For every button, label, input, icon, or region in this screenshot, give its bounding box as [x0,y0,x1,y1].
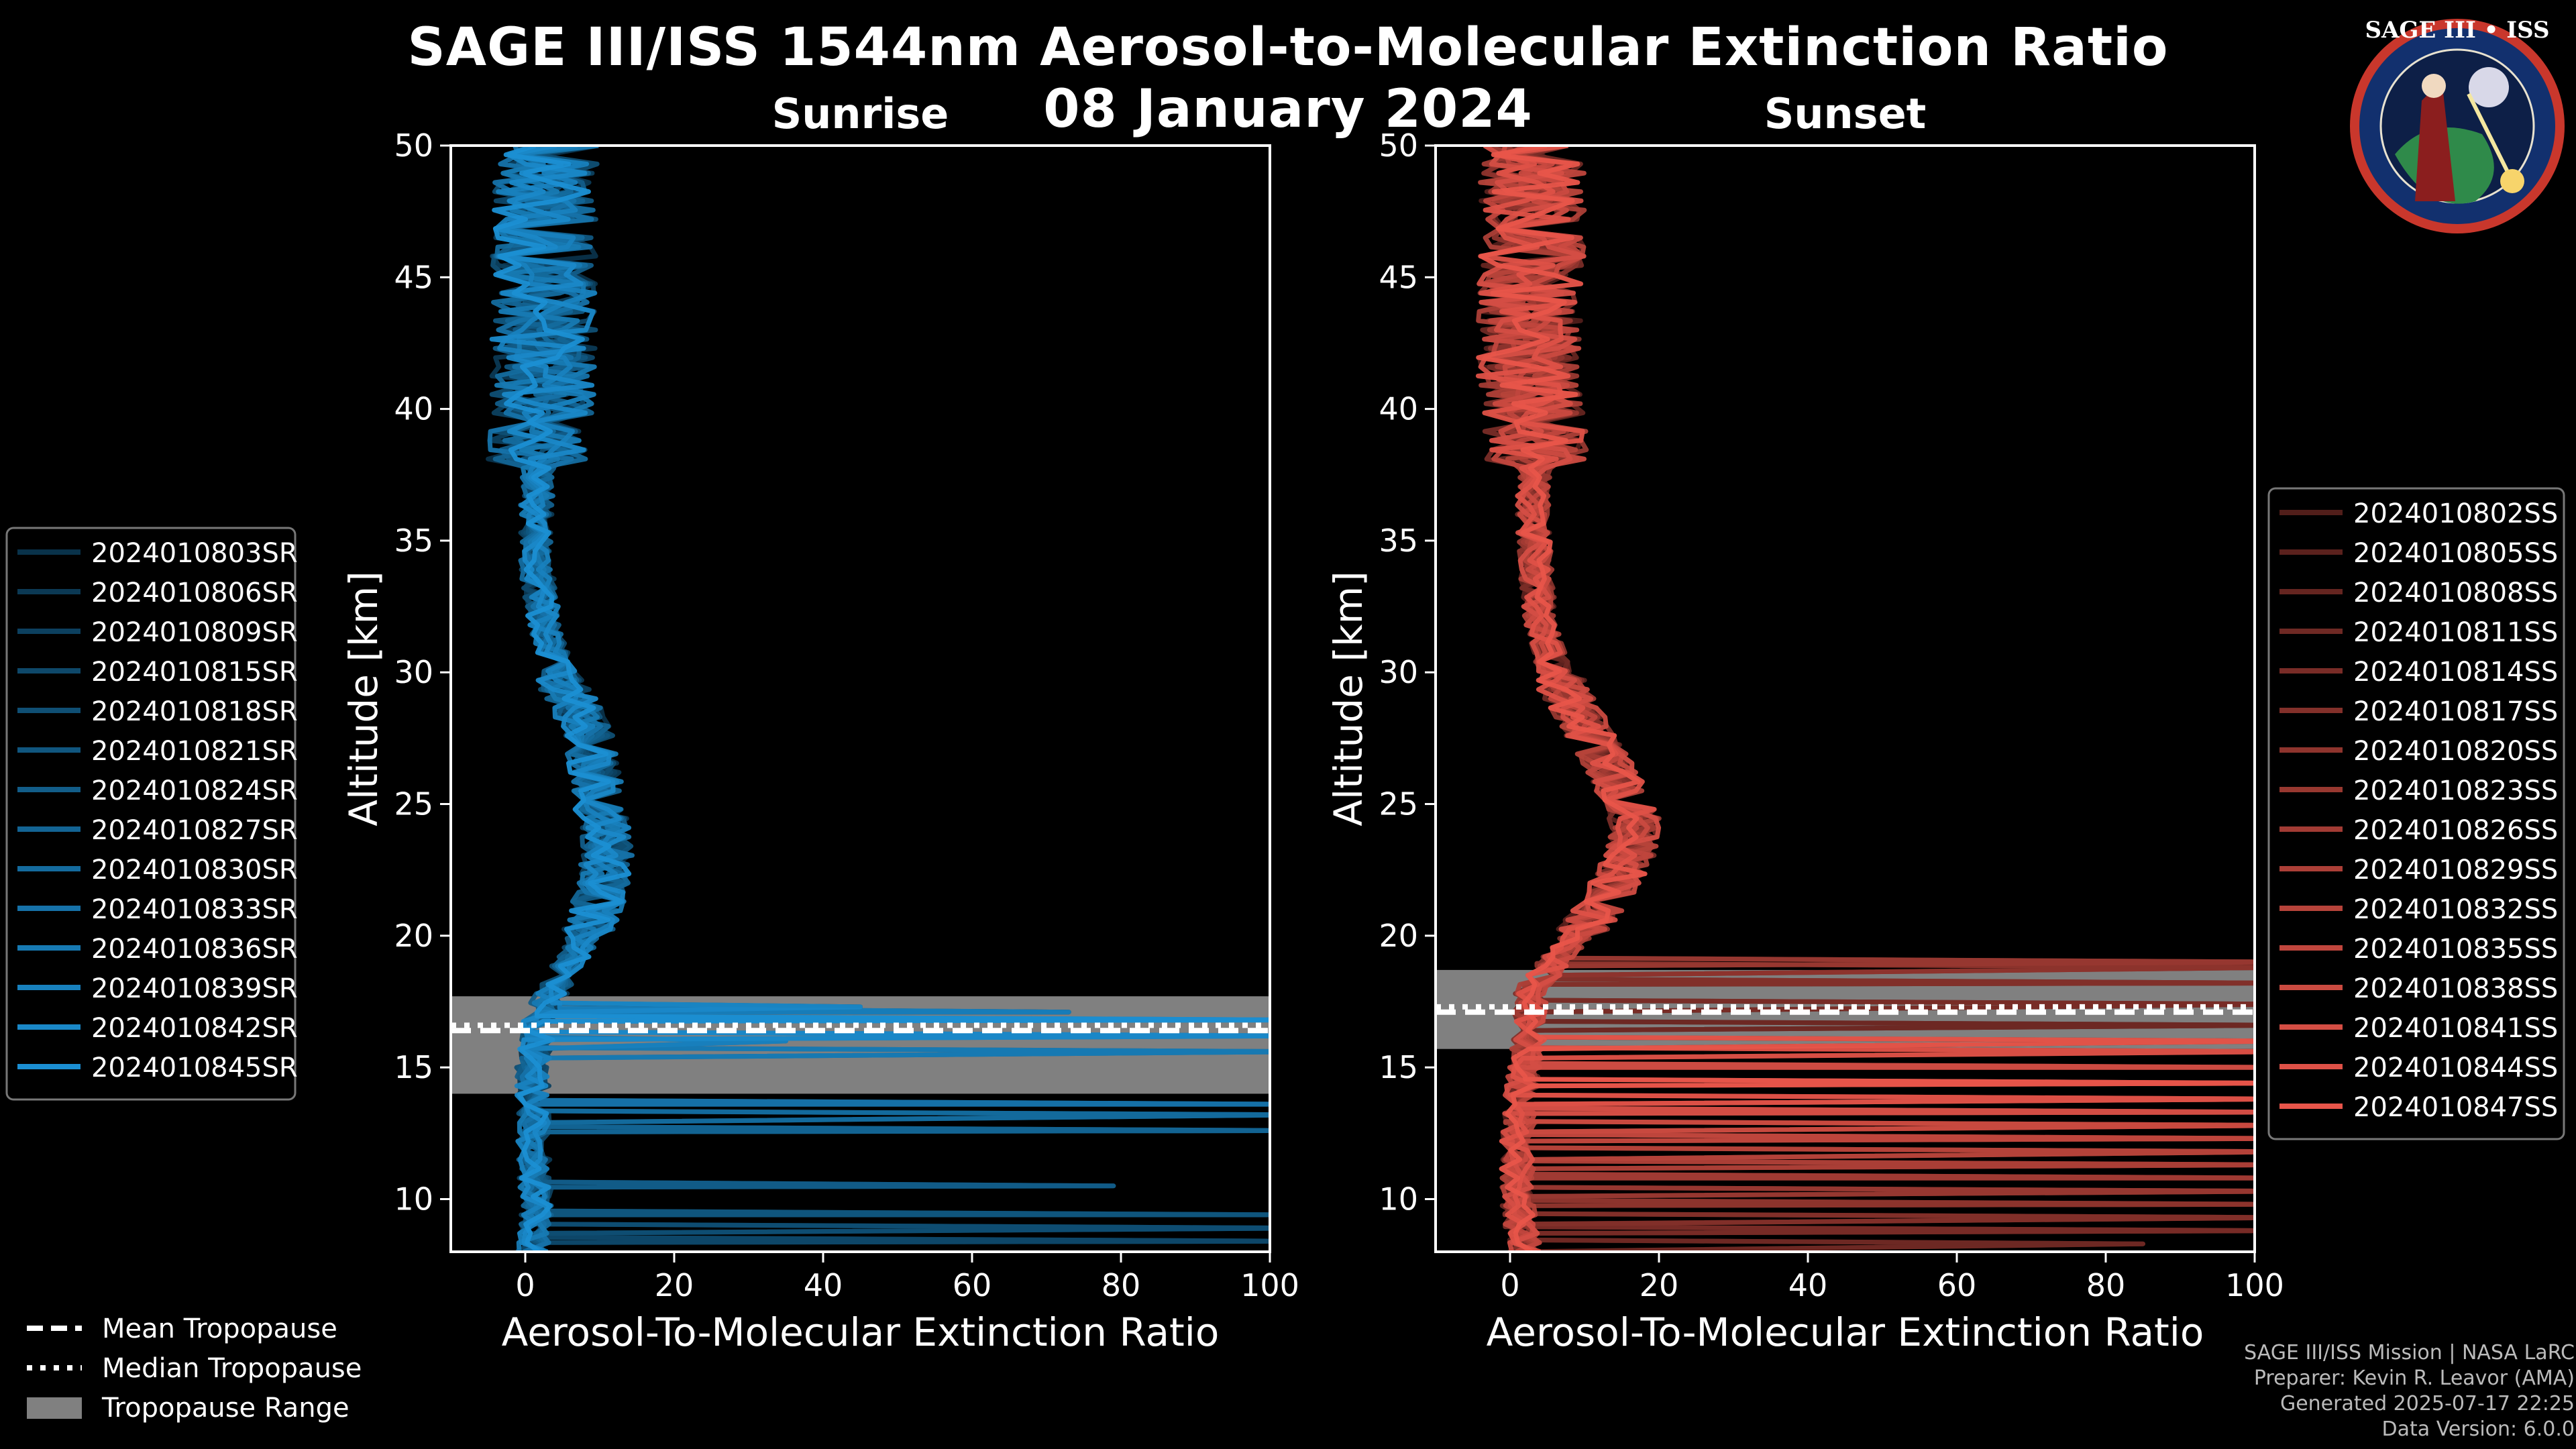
series-line-2024010844SS [1475,146,2255,1252]
sage-iii-iss-mission-patch-icon: SAGE III • ISS [2350,17,2565,233]
legend-label: 2024010833SR [91,894,298,925]
legend-label: 2024010817SS [2353,696,2558,727]
x-tick-label: 60 [953,1267,992,1303]
legend-label: 2024010829SS [2353,855,2558,885]
sunset-legend [2267,487,2565,1140]
legend-label: 2024010818SR [91,696,298,727]
credit-block: SAGE III/ISS Mission | NASA LaRC Prepare… [2244,1340,2575,1442]
y-tick-label: 40 [1379,391,1418,427]
legend-label: 2024010815SR [91,657,298,688]
legend-label: 2024010814SS [2353,657,2558,688]
y-tick-label: 25 [394,786,433,822]
legend-label: 2024010802SS [2353,498,2558,529]
y-tick-label: 10 [394,1181,433,1217]
y-tick-label: 30 [1379,654,1418,690]
figure-date: 08 January 2024 [1043,79,1533,140]
y-tick-label: 40 [394,391,433,427]
x-tick-label: 20 [1640,1267,1679,1303]
legend-label: 2024010809SR [91,617,298,648]
series-line-2024010842SR [489,146,1270,1252]
legend-label: 2024010838SS [2353,973,2558,1004]
x-tick-label: 80 [2086,1267,2126,1303]
x-tick-label: 0 [515,1267,535,1303]
x-tick-label: 40 [1788,1267,1828,1303]
x-tick-label: 20 [655,1267,694,1303]
figure-title: SAGE III/ISS 1544nm Aerosol-to-Molecular… [407,17,2169,78]
plot-area [451,146,1270,1252]
x-tick-label: 40 [804,1267,843,1303]
legend-label: 2024010824SR [91,775,298,806]
x-tick-label: 80 [1102,1267,1141,1303]
legends: 2024010803SR 2024010806SR 2024010809SR 2024… [5,487,2565,1424]
legend-label: 2024010847SS [2353,1092,2558,1123]
legend-label: 2024010827SR [91,815,298,846]
y-tick-label: 30 [394,654,433,690]
axes-frame [1434,144,2256,1253]
sunset-panel: 0 20 40 60 80 100 10 15 20 25 30 35 40 45 50 Sunset Aero… [1326,89,2284,1355]
legend-label: 2024010821SR [91,736,298,767]
legend-label: 2024010836SR [91,934,298,965]
legend-label: Mean Tropopause [102,1313,337,1344]
x-axis-label: Aerosol-To-Molecular Extinction Ratio [1487,1309,2204,1355]
y-tick-label: 20 [1379,918,1418,954]
y-tick-label: 15 [1379,1049,1418,1085]
logo-text: SAGE III • ISS [2365,17,2549,44]
credit-line-preparer: Preparer: Kevin R. Leavor (AMA) [2253,1366,2575,1390]
x-tick-label: 60 [1937,1267,1977,1303]
y-tick-label: 10 [1379,1181,1418,1217]
legend-label: 2024010835SS [2353,934,2558,965]
legend-label: 2024010832SS [2353,894,2558,925]
series-line-2024010845SR [492,146,1270,1252]
y-tick-label: 50 [394,127,433,164]
y-tick-label: 45 [394,259,433,295]
credit-line-version: Data Version: 6.0.0 [2381,1417,2575,1441]
x-tick-label: 100 [1240,1267,1299,1303]
x-tick-label: 0 [1500,1267,1519,1303]
y-tick-label: 20 [394,918,433,954]
legend-label: 2024010842SR [91,1013,298,1044]
y-axis-label: Altitude [km] [1326,571,1371,826]
y-tick-label: 15 [394,1049,433,1085]
y-tick-label: 45 [1379,259,1418,295]
y-axis-label: Altitude [km] [341,571,386,826]
plot-area [1436,146,2255,1252]
legend-label: 2024010844SS [2353,1053,2558,1083]
axes-frame [449,144,1271,1253]
x-tick-label: 100 [2225,1267,2284,1303]
legend-label: 2024010808SS [2353,578,2558,608]
series-line-2024010847SS [1476,146,2255,1252]
legend-label: 2024010830SR [91,855,298,885]
x-axis-label: Aerosol-To-Molecular Extinction Ratio [502,1309,1220,1355]
legend-label: 2024010805SS [2353,538,2558,569]
panel-title: Sunset [1764,89,1927,138]
panel-title: Sunrise [772,89,949,138]
legend-label: 2024010811SS [2353,617,2558,648]
y-tick-label: 50 [1379,127,1418,164]
y-tick-label: 25 [1379,786,1418,822]
legend-label: 2024010826SS [2353,815,2558,846]
y-tick-label: 35 [394,523,433,559]
credit-line-mission: SAGE III/ISS Mission | NASA LaRC [2244,1341,2575,1364]
sunrise-panel: 0 20 40 60 80 100 10 15 20 25 30 35 40 45 50 Sunrise Aer… [341,89,1299,1355]
legend-label: 2024010839SR [91,973,298,1004]
legend-label: 2024010803SR [91,538,298,569]
legend-tropopause-range-swatch [27,1397,82,1419]
y-tick-label: 35 [1379,523,1418,559]
legend-label: Tropopause Range [101,1393,350,1424]
legend-label: Median Tropopause [102,1353,362,1384]
legend-label: 2024010841SS [2353,1013,2558,1044]
legend-label: 2024010806SR [91,578,298,608]
legend-label: 2024010823SS [2353,775,2558,806]
legend-label: 2024010820SS [2353,736,2558,767]
legend-label: 2024010845SR [91,1053,298,1083]
credit-line-generated: Generated 2025-07-17 22:25 [2279,1392,2575,1415]
